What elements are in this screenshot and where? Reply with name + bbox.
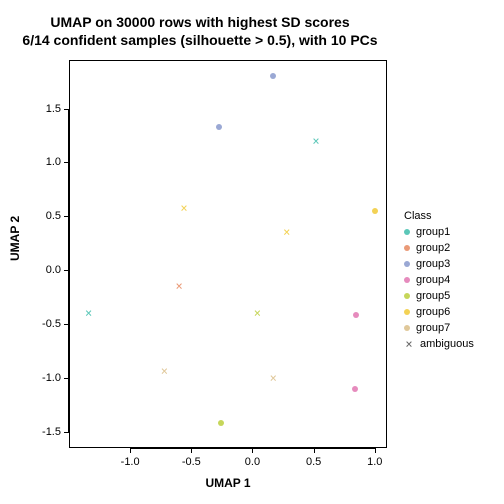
data-point-dot — [353, 312, 359, 318]
legend-swatch-dot — [404, 245, 410, 251]
legend-item: group2 — [404, 242, 474, 254]
legend-title: Class — [404, 210, 474, 222]
legend-swatch-dot — [404, 261, 410, 267]
data-point-cross: × — [312, 135, 319, 147]
y-tick-mark — [64, 378, 69, 379]
x-tick-mark — [191, 448, 192, 453]
legend-item: group5 — [404, 290, 474, 302]
y-tick-mark — [64, 270, 69, 271]
y-tick-mark — [64, 324, 69, 325]
legend-label: group2 — [416, 242, 450, 254]
legend-label: ambiguous — [420, 338, 474, 350]
data-point-dot — [270, 73, 276, 79]
plot-area — [69, 60, 387, 448]
x-tick-mark — [375, 448, 376, 453]
y-tick-label: 0.5 — [33, 210, 61, 222]
legend-label: group3 — [416, 258, 450, 270]
y-tick-mark — [64, 216, 69, 217]
legend-item: group3 — [404, 258, 474, 270]
x-tick-mark — [130, 448, 131, 453]
legend-item: × ambiguous — [404, 338, 474, 350]
x-axis-label: UMAP 1 — [69, 476, 387, 490]
legend-label: group7 — [416, 322, 450, 334]
data-point-dot — [372, 208, 378, 214]
data-point-dot — [218, 420, 224, 426]
data-point-cross: × — [161, 365, 168, 377]
y-tick-label: -0.5 — [33, 318, 61, 330]
legend: Class group1group2group3group4group5grou… — [404, 210, 474, 350]
y-tick-mark — [64, 432, 69, 433]
legend-swatch-cross: × — [404, 339, 414, 349]
y-tick-label: 1.0 — [33, 156, 61, 168]
legend-label: group5 — [416, 290, 450, 302]
x-tick-label: 1.0 — [367, 456, 382, 468]
legend-swatch-dot — [404, 325, 410, 331]
data-point-cross: × — [180, 202, 187, 214]
data-point-cross: × — [283, 226, 290, 238]
y-tick-label: 0.0 — [33, 264, 61, 276]
chart-container: UMAP on 30000 rows with highest SD score… — [0, 0, 504, 504]
x-tick-mark — [314, 448, 315, 453]
legend-item: group4 — [404, 274, 474, 286]
x-tick-label: 0.0 — [245, 456, 260, 468]
data-point-cross: × — [85, 307, 92, 319]
y-tick-label: -1.5 — [33, 426, 61, 438]
data-point-cross: × — [175, 280, 182, 292]
legend-item: group1 — [404, 226, 474, 238]
data-point-dot — [216, 124, 222, 130]
y-tick-mark — [64, 109, 69, 110]
data-point-cross: × — [270, 372, 277, 384]
legend-item: group6 — [404, 306, 474, 318]
y-axis-label: UMAP 2 — [8, 245, 22, 261]
legend-label: group1 — [416, 226, 450, 238]
title-line-2: 6/14 confident samples (silhouette > 0.5… — [0, 32, 400, 50]
title-line-1: UMAP on 30000 rows with highest SD score… — [0, 14, 400, 32]
legend-items: group1 group2 group3 group4 group5 group6 grou… — [404, 226, 474, 350]
legend-swatch-dot — [404, 277, 410, 283]
legend-label: group6 — [416, 306, 450, 318]
x-tick-label: -1.0 — [121, 456, 140, 468]
chart-title: UMAP on 30000 rows with highest SD score… — [0, 14, 400, 49]
legend-swatch-dot — [404, 309, 410, 315]
legend-item: group7 — [404, 322, 474, 334]
x-tick-mark — [252, 448, 253, 453]
legend-swatch-dot — [404, 229, 410, 235]
x-tick-label: -0.5 — [182, 456, 201, 468]
data-point-cross: × — [254, 307, 261, 319]
legend-label: group4 — [416, 274, 450, 286]
legend-swatch-dot — [404, 293, 410, 299]
data-point-dot — [352, 386, 358, 392]
y-tick-mark — [64, 162, 69, 163]
y-tick-label: -1.0 — [33, 372, 61, 384]
x-tick-label: 0.5 — [306, 456, 321, 468]
y-tick-label: 1.5 — [33, 103, 61, 115]
